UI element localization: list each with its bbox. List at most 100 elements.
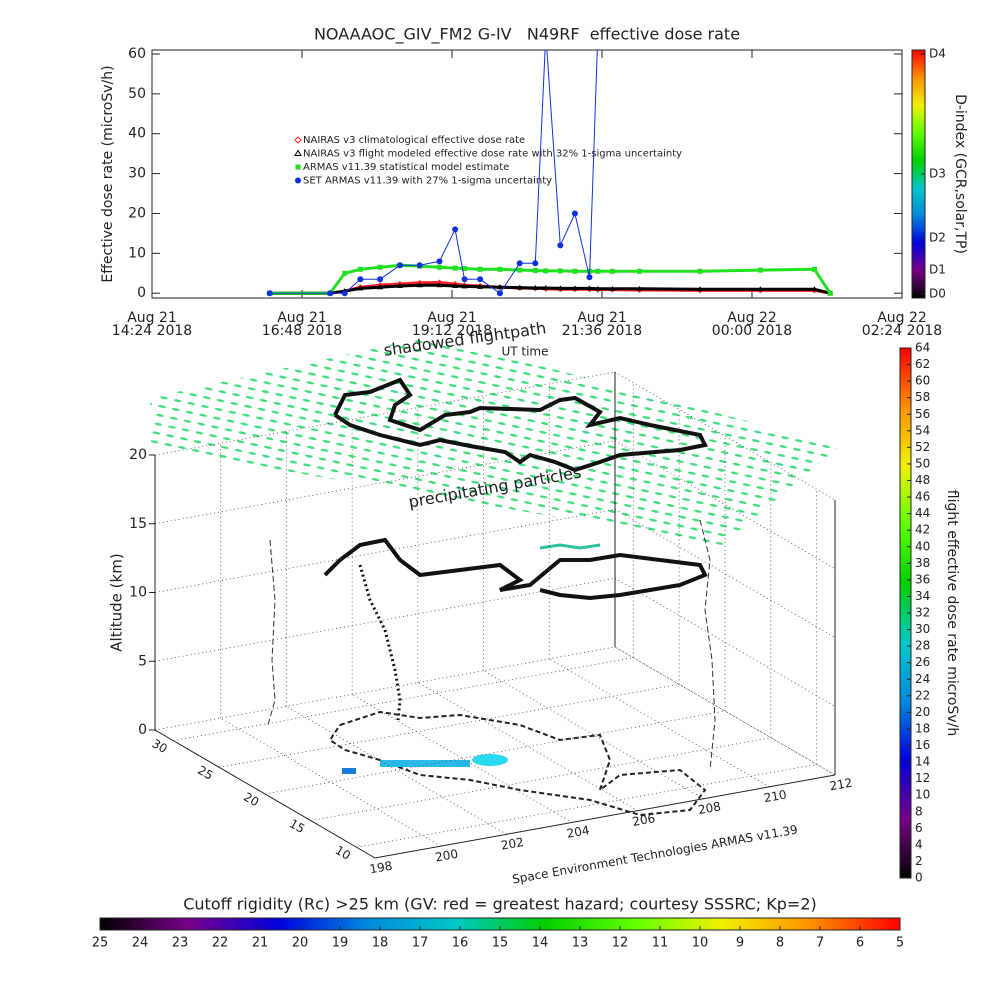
point [811,286,818,292]
point [517,267,523,273]
floor-shadow-path [328,710,707,817]
point [437,264,442,270]
y-tick-label: 60 [128,46,146,62]
point [496,290,503,297]
x-tick-label: Aug 21 21:36 2018 [562,310,642,339]
legend-label: SET ARMAS v11.39 with 27% 1-sigma uncert… [303,176,552,187]
point [462,265,467,271]
colorbar-tick-label: 54 [915,423,930,437]
point [516,284,523,290]
point [477,266,483,272]
y-tick-label: 20 [128,205,146,221]
point [477,283,484,289]
point [266,290,273,297]
point [532,260,539,267]
plot-area [266,50,834,297]
colorbar-tick-label: 2 [915,854,923,868]
colorbar-tick-label: 48 [915,473,930,487]
colorbar-tick-label: 42 [915,523,930,537]
x-tick-label: 208 [697,799,722,817]
x-tick-label: Aug 21 14:24 2018 [112,310,192,339]
point [636,285,643,291]
colorbar-tick-label: 16 [915,738,930,752]
legend-marker [295,164,301,170]
rigidity-patch [380,760,470,767]
x-tick-label: 200 [434,847,459,865]
colorbar-tick-label: 23 [172,936,189,951]
colorbar-tick-label: 22 [212,936,229,951]
point [396,262,403,269]
wall-shadow [267,539,276,726]
point [452,283,459,289]
legend-label: NAIRAS v3 climatological effective dose … [303,135,525,146]
point [436,282,443,288]
colorbar-tick-label: 14 [915,755,930,769]
legend-marker [295,177,301,184]
floor-grid-line [483,670,704,800]
colorbar-tick-label: 19 [332,936,349,951]
colorbar-tick-label: 5 [896,936,904,951]
colorbar-tick-label: 46 [915,490,930,504]
axis-line [154,729,376,859]
colorbar-tick-label: 36 [915,572,930,586]
colorbar-tick-label: 10 [915,788,930,802]
point [586,274,593,281]
z-tick-label: 0 [138,722,147,738]
x-tick-label: 198 [368,859,393,877]
point [532,285,539,291]
legend-label: ARMAS v11.39 statistical model estimate [303,162,509,173]
point [396,283,403,289]
point [697,268,703,274]
point [812,266,817,272]
floor-grid-line [220,717,441,847]
wall-grid-line [614,646,836,776]
flight-path [323,537,708,601]
colorbar-tick-label: 18 [372,936,389,951]
shadow-path [333,377,708,473]
colorbar-title: flight effective dose rate microSv/h [944,490,960,736]
colorbar-tick-label: 6 [856,936,864,951]
point [416,282,423,288]
colorbar-tick-label: 24 [132,936,149,951]
colorbar-tick-label: D4 [929,47,946,61]
wall-shadow [699,519,716,771]
point [557,242,564,249]
z-axis-title: Altitude (km) [108,553,126,651]
floor-grid-line [549,658,770,788]
x-tick-label: Aug 21 16:48 2018 [262,310,342,339]
colorbar-tick-label: 7 [816,936,824,951]
point [377,276,384,283]
point [327,290,334,297]
descent-path [358,564,402,721]
colorbar-title: D-index (GCR,solar,TP) [952,94,968,254]
colorbar-tick-label: 12 [612,936,629,951]
colorbar-tick-label: 8 [915,804,923,818]
flight-path-colored [539,543,601,550]
colorbar-tick-label: 56 [915,407,930,421]
wall-grid-line [614,371,836,501]
point [542,285,549,291]
point [341,290,348,297]
colorbar-tick-label: 62 [915,357,930,371]
colorbar-tick-label: 14 [532,936,549,951]
colorbar-tick-label: 60 [915,374,930,388]
colorbar-tick-label: 11 [652,936,669,951]
colorbar-tick-label: 26 [915,655,930,669]
y-tick-label: 30 [149,736,169,756]
colorbar-tick-label: 28 [915,639,930,653]
colorbar-tick-label: 16 [452,936,469,951]
x-tick-label: 204 [566,823,591,841]
wall-grid-line [614,577,836,707]
point [357,285,364,291]
colorbar-tick-label: D2 [929,231,946,245]
x-tick-label: 202 [500,835,525,853]
colorbar-tick-label: 13 [572,936,589,951]
y-tick-label: 50 [128,86,146,102]
colorbar-tick-label: 38 [915,556,930,570]
colorbar-tick-label: 24 [915,672,930,686]
point [571,210,578,217]
x-tick-label: Aug 22 00:00 2018 [712,310,792,339]
legend-marker [294,149,302,156]
y-tick-label: 10 [128,245,146,261]
